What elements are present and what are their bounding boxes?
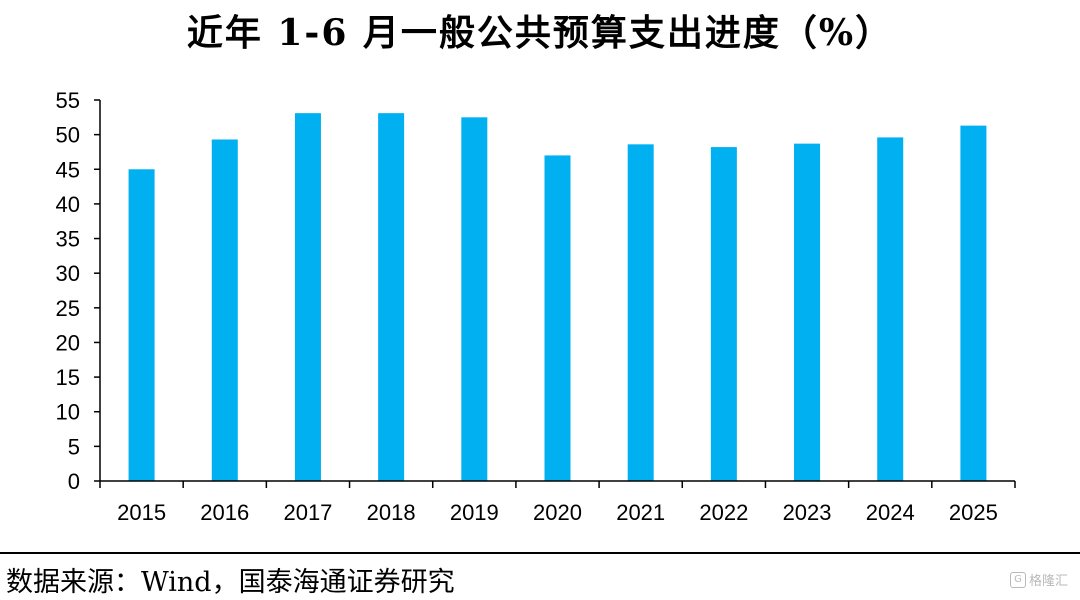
x-tick-label: 2017 bbox=[283, 500, 332, 525]
y-tick-label: 0 bbox=[68, 469, 80, 494]
y-tick-label: 30 bbox=[56, 261, 80, 286]
x-tick-label: 2025 bbox=[949, 500, 998, 525]
bar-2022 bbox=[710, 147, 737, 481]
watermark-text: 格隆汇 bbox=[1028, 574, 1068, 589]
bar-2015 bbox=[128, 169, 155, 482]
bar-2025 bbox=[960, 125, 987, 481]
x-tick-label: 2018 bbox=[367, 500, 416, 525]
y-tick-label: 15 bbox=[56, 365, 80, 390]
y-axis: 0 5 10 15 20 25 30 35 40 45 50 55 bbox=[56, 88, 101, 494]
x-tick-label: 2020 bbox=[533, 500, 582, 525]
y-tick-label: 40 bbox=[56, 192, 80, 217]
bars-group bbox=[128, 113, 987, 482]
x-tick-label: 2015 bbox=[117, 500, 166, 525]
y-tick-label: 45 bbox=[56, 157, 80, 182]
x-tick-label: 2022 bbox=[699, 500, 748, 525]
y-tick-label: 20 bbox=[56, 330, 80, 355]
bar-2017 bbox=[294, 113, 321, 482]
chart-title: 近年 1-6 月一般公共预算支出进度（%） bbox=[186, 12, 894, 54]
y-tick-label: 25 bbox=[56, 296, 80, 321]
footer-divider bbox=[0, 552, 1080, 554]
y-tick-label: 55 bbox=[56, 88, 80, 113]
x-tick-label: 2024 bbox=[866, 500, 915, 525]
x-tick-label: 2021 bbox=[616, 500, 665, 525]
x-tick-label: 2023 bbox=[783, 500, 832, 525]
y-tick-label: 50 bbox=[56, 123, 80, 148]
bar-2019 bbox=[461, 117, 488, 482]
bar-2024 bbox=[877, 137, 904, 481]
bar-2020 bbox=[544, 155, 571, 481]
bar-2018 bbox=[378, 113, 405, 482]
source-note: 数据来源：Wind，国泰海通证券研究 bbox=[6, 567, 455, 598]
x-axis: 2015 2016 2017 2018 2019 2020 2021 2022 2023 2024… bbox=[99, 480, 1016, 525]
bar-2023 bbox=[794, 143, 821, 481]
y-tick-label: 35 bbox=[56, 227, 80, 252]
y-tick-label: 5 bbox=[68, 434, 80, 459]
x-tick-label: 2016 bbox=[200, 500, 249, 525]
x-tick-label: 2019 bbox=[450, 500, 499, 525]
y-tick-label: 10 bbox=[56, 400, 80, 425]
watermark: G 格隆汇 bbox=[1009, 570, 1068, 589]
bar-2016 bbox=[211, 139, 238, 481]
bar-2021 bbox=[627, 144, 654, 482]
watermark-logo-icon: G bbox=[1009, 571, 1026, 588]
